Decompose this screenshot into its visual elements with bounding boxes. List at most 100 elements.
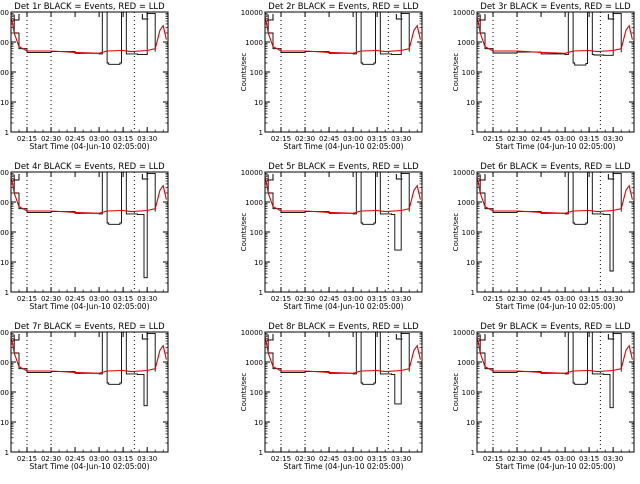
- x-tick-label: 03:15: [579, 295, 599, 303]
- x-tick-label: 02:45: [319, 455, 339, 463]
- y-tick-label: 1: [5, 129, 9, 137]
- y-tick-label: 1000: [457, 39, 475, 47]
- x-tick-label: 02:45: [65, 135, 85, 143]
- x-tick-label: 03:30: [137, 135, 157, 143]
- y-tick-label: 1: [259, 289, 263, 297]
- y-tick-label: 10000: [0, 169, 9, 177]
- x-tick-label: 03:30: [391, 135, 411, 143]
- y-tick-label: 10: [466, 419, 475, 427]
- corner-marker: [395, 174, 403, 180]
- x-tick-label: 02:30: [507, 455, 527, 463]
- x-axis-label: Start Time (04-Jun-10 02:05:00): [284, 462, 404, 471]
- events-series-line: [265, 11, 410, 65]
- corner-marker: [479, 334, 486, 341]
- lld-series-line: [476, 174, 633, 214]
- x-tick-label: 02:30: [41, 135, 61, 143]
- x-tick-label: 02:45: [531, 135, 551, 143]
- x-axis-label: Start Time (04-Jun-10 02:05:00): [496, 302, 616, 311]
- x-axis-label: Start Time (04-Jun-10 02:05:00): [284, 142, 404, 151]
- y-tick-label: 10000: [241, 9, 263, 17]
- x-tick-label: 02:30: [41, 455, 61, 463]
- y-tick-label: 1: [471, 289, 475, 297]
- y-tick-label: 10: [254, 419, 263, 427]
- y-tick-label: 10: [0, 419, 9, 427]
- y-tick-label: 10: [466, 259, 475, 267]
- y-tick-label: 100: [462, 229, 475, 237]
- lld-series-line: [264, 334, 421, 374]
- y-tick-label: 1: [259, 129, 263, 137]
- x-tick-label: 03:30: [391, 295, 411, 303]
- y-tick-label: 1000: [0, 199, 9, 207]
- y-tick-label: 100: [0, 69, 9, 77]
- plot-frame: [476, 11, 635, 133]
- x-tick-label: 02:45: [531, 455, 551, 463]
- y-tick-label: 1: [259, 449, 263, 457]
- x-tick-label: 02:45: [65, 455, 85, 463]
- y-tick-label: 100: [0, 389, 9, 397]
- y-tick-label: 1000: [245, 199, 263, 207]
- y-tick-label: 10000: [453, 329, 475, 337]
- x-axis-label: Start Time (04-Jun-10 02:05:00): [30, 142, 150, 151]
- corner-marker: [479, 14, 486, 21]
- corner-marker: [395, 334, 403, 340]
- y-tick-label: 100: [250, 389, 263, 397]
- x-tick-label: 03:30: [603, 135, 623, 143]
- events-series-line: [477, 171, 622, 272]
- chart-panel-6: Det 6r BLACK = Events, RED = LLD 1 10 100 10…: [452, 162, 635, 311]
- chart-panel-5: Det 5r BLACK = Events, RED = LLD 1 10 100 10…: [240, 162, 423, 311]
- events-series-line: [11, 171, 156, 279]
- x-tick-label: 03:00: [89, 455, 109, 463]
- chart-title: Det 1r BLACK = Events, RED = LLD: [14, 2, 165, 12]
- corner-marker: [267, 334, 274, 341]
- x-axis-label: Start Time (04-Jun-10 02:05:00): [496, 142, 616, 151]
- y-tick-label: 10000: [241, 169, 263, 177]
- y-tick-label: 1000: [0, 39, 9, 47]
- chart-panel-1: Det 1r BLACK = Events, RED = LLD 1 10 100 10…: [0, 2, 169, 151]
- x-tick-label: 03:15: [113, 135, 133, 143]
- y-tick-label: 100: [462, 389, 475, 397]
- y-tick-label: 10: [466, 99, 475, 107]
- x-tick-label: 03:15: [367, 295, 387, 303]
- corner-marker: [141, 14, 149, 20]
- chart-panel-3: Det 3r BLACK = Events, RED = LLD 1 10 100 10…: [452, 2, 635, 151]
- corner-marker: [395, 14, 403, 20]
- x-axis-label: Start Time (04-Jun-10 02:05:00): [30, 462, 150, 471]
- corner-marker: [141, 174, 149, 180]
- corner-marker: [479, 174, 486, 181]
- lld-series-line: [476, 14, 633, 54]
- x-tick-label: 02:15: [271, 295, 291, 303]
- plot-frame: [264, 331, 423, 453]
- events-series-line: [11, 11, 156, 65]
- x-tick-label: 02:30: [295, 295, 315, 303]
- x-tick-label: 02:15: [17, 455, 37, 463]
- x-tick-label: 03:15: [579, 455, 599, 463]
- x-tick-label: 02:45: [65, 295, 85, 303]
- y-tick-label: 1: [5, 289, 9, 297]
- y-tick-label: 10000: [241, 329, 263, 337]
- plot-frame: [10, 11, 169, 133]
- chart-panel-8: Det 8r BLACK = Events, RED = LLD 1 10 100 10…: [240, 322, 423, 471]
- chart-panel-7: Det 7r BLACK = Events, RED = LLD 1 10 100 10…: [0, 322, 169, 471]
- x-tick-label: 02:30: [41, 295, 61, 303]
- plot-frame: [264, 11, 423, 133]
- corner-marker: [13, 334, 20, 341]
- y-tick-label: 10000: [0, 329, 9, 337]
- chart-panel-2: Det 2r BLACK = Events, RED = LLD 1 10 100 10…: [240, 2, 423, 151]
- chart-panel-4: Det 4r BLACK = Events, RED = LLD 1 10 100 10…: [0, 162, 169, 311]
- x-tick-label: 03:30: [137, 455, 157, 463]
- x-tick-label: 02:15: [483, 295, 503, 303]
- y-axis-label: Counts/sec: [452, 53, 460, 92]
- x-tick-label: 02:30: [295, 455, 315, 463]
- lld-series-line: [10, 174, 167, 214]
- x-tick-label: 03:30: [137, 295, 157, 303]
- y-axis-label: Counts/sec: [240, 213, 248, 252]
- y-tick-label: 1000: [0, 359, 9, 367]
- y-tick-label: 10000: [0, 9, 9, 17]
- x-axis-label: Start Time (04-Jun-10 02:05:00): [284, 302, 404, 311]
- x-tick-label: 02:15: [17, 135, 37, 143]
- x-tick-label: 02:15: [483, 455, 503, 463]
- x-tick-label: 03:00: [555, 455, 575, 463]
- x-tick-label: 02:15: [483, 135, 503, 143]
- x-tick-label: 03:00: [343, 135, 363, 143]
- x-tick-label: 02:30: [295, 135, 315, 143]
